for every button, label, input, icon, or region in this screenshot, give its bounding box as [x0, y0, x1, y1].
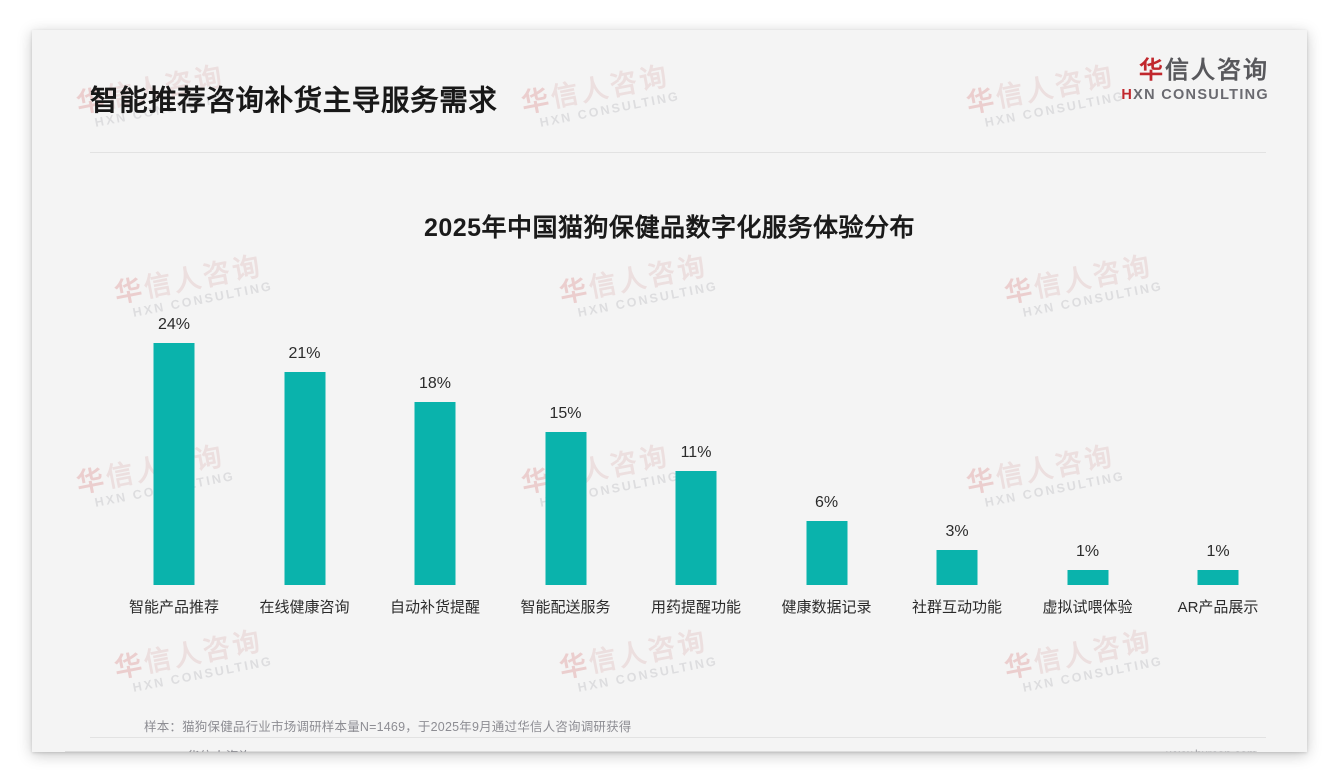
- chart-baseline-axis: [65, 751, 1257, 752]
- chart-bar-slot: 1%: [1153, 280, 1283, 585]
- watermark-red-char: 华: [1002, 648, 1038, 684]
- watermark-chinese: 华信人咨询: [557, 625, 716, 684]
- chart-source-note: 样本：猫狗保健品行业市场调研样本量N=1469，于2025年9月通过华信人咨询调…: [144, 720, 632, 734]
- chart-bar[interactable]: [1067, 570, 1108, 585]
- chart-title: 2025年中国猫狗保健品数字化服务体验分布: [423, 214, 916, 242]
- chart-bar-value-label: 15%: [549, 404, 582, 422]
- chart-bar[interactable]: [284, 372, 325, 585]
- watermark-cn-rest: 信人咨询: [141, 625, 266, 679]
- chart-bar-slot: 18%: [370, 280, 500, 585]
- chart-x-label: 社群互动功能: [911, 599, 1002, 616]
- logo-cn-rest: 信人咨询: [1165, 57, 1269, 84]
- logo-en-red-char: H: [1121, 87, 1134, 104]
- chart-bar-value-label: 3%: [945, 523, 969, 541]
- chart-x-label: 健康数据记录: [781, 599, 872, 616]
- chart-x-axis-labels: 智能产品推荐 在线健康咨询 自动补货提醒 智能配送服务 用药提醒功能 健康数据记录 社群互动…: [77, 596, 1267, 622]
- logo-english-text: HXN CONSULTING: [1121, 87, 1269, 103]
- chart-x-label: 智能配送服务: [520, 599, 611, 616]
- header-divider: [90, 152, 1266, 153]
- chart-bar-value-label: 1%: [1075, 543, 1100, 561]
- chart-x-label: AR产品展示: [1177, 599, 1259, 616]
- watermark-chinese: 华信人咨询: [112, 625, 271, 684]
- slide-header: 智能推荐咨询补货主导服务需求 华信人咨询 HXN CONSULTING: [32, 30, 1307, 117]
- chart-x-label: 用药提醒功能: [650, 599, 741, 616]
- watermark-red-char: 华: [112, 648, 148, 684]
- footer-copyright: ©2025.11 HXR华信人咨询: [100, 746, 252, 752]
- slide-canvas: 华信人咨询 HXN CONSULTING 华信人咨询 HXN CONSULTING 华信…: [32, 30, 1307, 752]
- watermark-english: HXN CONSULTING: [131, 654, 275, 696]
- watermark-cn-rest: 信人咨询: [1031, 625, 1156, 679]
- chart-bar-value-label: 6%: [814, 493, 839, 511]
- page-title: 智能推荐咨询补货主导服务需求: [90, 85, 498, 117]
- chart-bar-slot: 1%: [1023, 280, 1153, 585]
- chart-bar[interactable]: [153, 342, 195, 585]
- chart-bar-slot: 6%: [762, 280, 892, 585]
- chart-bar[interactable]: [1197, 570, 1239, 585]
- watermark-cn-rest: 信人咨询: [586, 625, 711, 679]
- chart-bar[interactable]: [675, 471, 717, 585]
- watermark-english: HXN CONSULTING: [576, 654, 720, 696]
- logo-chinese-text: 华信人咨询: [1121, 57, 1269, 84]
- chart-bar-slot: 15%: [501, 280, 631, 585]
- chart-x-label: 智能产品推荐: [128, 599, 219, 616]
- chart-bar-value-label: 18%: [418, 375, 452, 393]
- company-logo: 华信人咨询 HXN CONSULTING: [1121, 57, 1269, 103]
- chart-bar[interactable]: [806, 520, 847, 585]
- watermark-red-char: 华: [557, 648, 593, 684]
- footer-divider: [90, 737, 1266, 738]
- watermark-english: HXN CONSULTING: [1021, 654, 1165, 696]
- chart-x-label: 自动补货提醒: [389, 599, 480, 616]
- chart-bar[interactable]: [545, 431, 586, 585]
- chart-x-label: 在线健康咨询: [259, 599, 350, 616]
- chart-bar[interactable]: [936, 550, 978, 585]
- chart-bar-value-label: 24%: [157, 315, 191, 333]
- chart-bar[interactable]: [414, 402, 456, 585]
- logo-cn-red-char: 华: [1139, 57, 1165, 84]
- chart-bar-slot: 11%: [631, 280, 761, 585]
- chart-x-label: 虚拟试喂体验: [1042, 599, 1133, 616]
- chart-bar-value-label: 1%: [1206, 543, 1230, 561]
- chart-bar-slot: 24%: [109, 280, 239, 585]
- chart-bar-value-label: 21%: [288, 345, 321, 363]
- chart-bar-slot: 3%: [892, 280, 1022, 585]
- footer-website: www.hxrcon.com: [1166, 747, 1257, 752]
- chart-bar-slot: 21%: [240, 280, 370, 585]
- chart-plot-area: 24% 21% 18% 15% 11% 6% 3% 1% 1%: [77, 280, 1267, 585]
- watermark-chinese: 华信人咨询: [1002, 625, 1161, 684]
- chart-bar-value-label: 11%: [680, 444, 712, 462]
- logo-en-rest: XN CONSULTING: [1133, 87, 1269, 104]
